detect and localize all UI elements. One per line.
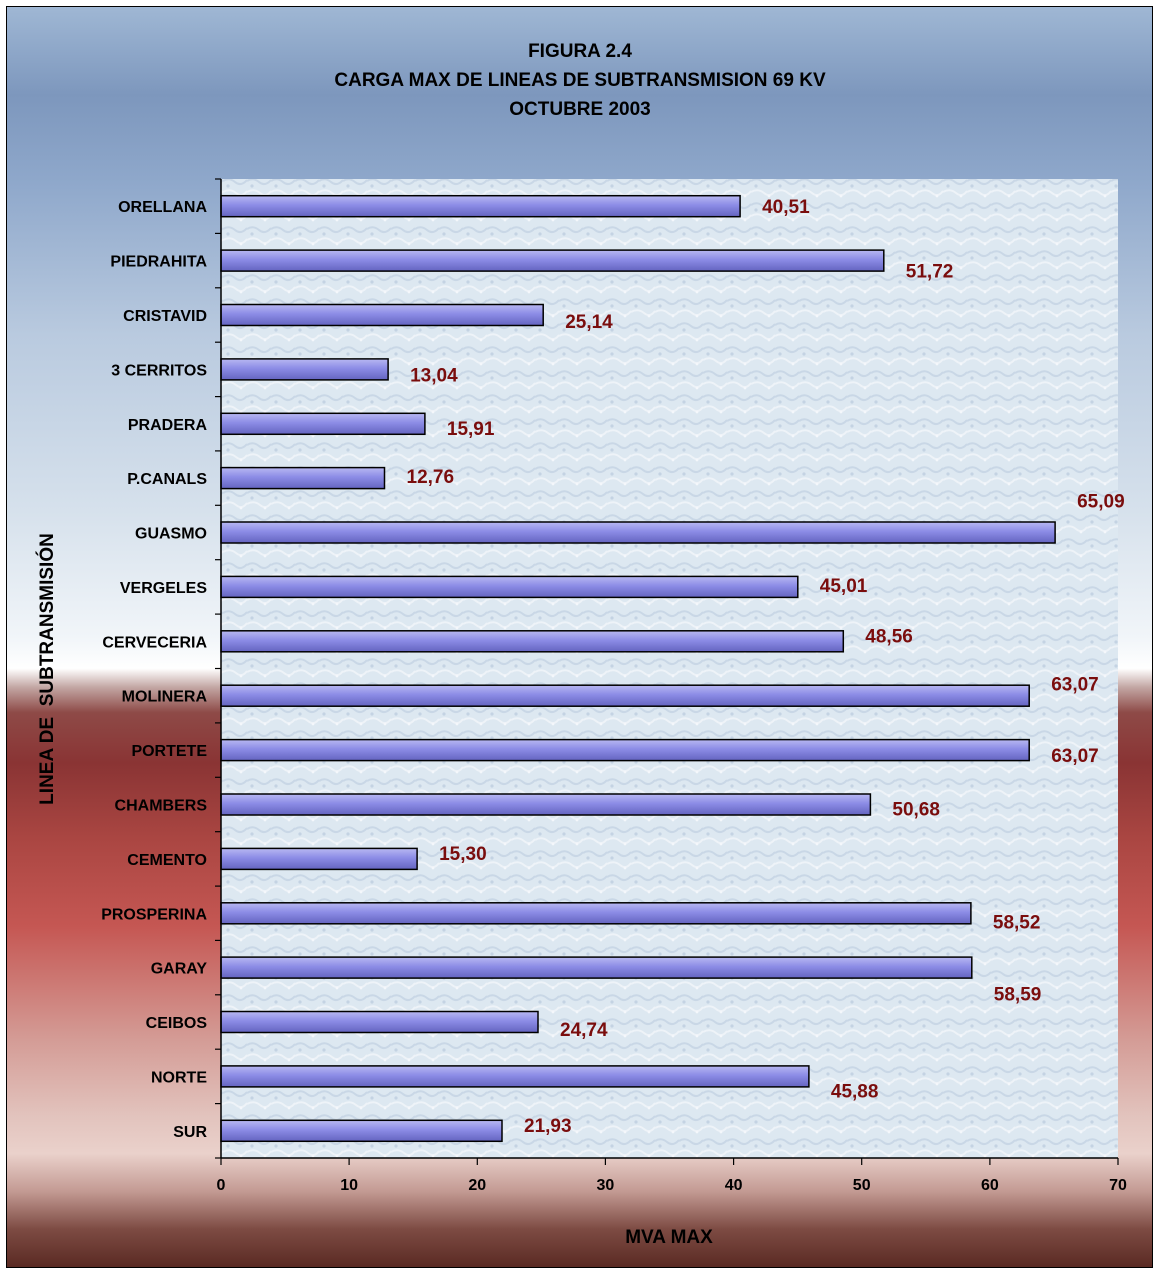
bar — [220, 902, 972, 925]
axes: 0 10 20 30 40 50 60 70 — [215, 178, 1127, 1194]
chart-title-line-3: OCTUBRE 2003 — [509, 99, 651, 120]
category-label: PIEDRAHITA — [110, 254, 207, 271]
category-label: CERVECERIA — [102, 634, 207, 651]
bar — [220, 412, 426, 436]
bar — [220, 1010, 539, 1034]
plot-area — [221, 179, 1118, 1158]
chart-title-line-1: FIGURA 2.4 — [528, 41, 632, 62]
bar — [220, 1119, 503, 1143]
bar — [220, 793, 872, 816]
data-label: 58,52 — [993, 912, 1041, 933]
bar — [220, 194, 741, 218]
x-axis-title: MVA MAX — [625, 1227, 713, 1248]
data-label: 24,74 — [560, 1020, 608, 1041]
data-label: 63,07 — [1051, 746, 1099, 767]
category-labels: ORELLANA PIEDRAHITA CRISTAVID 3 CERRITOS PRA… — [101, 199, 207, 1141]
data-label: 13,04 — [410, 365, 458, 386]
x-tick-label: 70 — [1109, 1177, 1127, 1194]
data-label: 48,56 — [865, 626, 913, 647]
category-label: SUR — [173, 1124, 207, 1141]
category-label: GUASMO — [135, 526, 207, 543]
category-label: PROSPERINA — [101, 906, 207, 923]
data-label: 45,01 — [820, 576, 868, 597]
data-label: 45,88 — [831, 1081, 879, 1102]
category-label: CRISTAVID — [123, 308, 207, 325]
bar — [220, 630, 845, 653]
x-tick-label: 40 — [725, 1177, 743, 1194]
data-label: 25,14 — [565, 312, 613, 333]
value-labels: 40,51 51,72 25,14 13,04 15,91 12,76 65,09 45,01… — [407, 197, 1125, 1137]
data-label: 15,91 — [447, 419, 495, 440]
x-tick-label: 10 — [340, 1177, 358, 1194]
x-tick-label: 50 — [853, 1177, 871, 1194]
category-label: PRADERA — [128, 417, 208, 434]
x-tick-label: 30 — [597, 1177, 615, 1194]
bar — [220, 684, 1030, 707]
y-axis-title: LINEA DE SUBTRANSMISIÓN — [36, 533, 58, 805]
category-label: CEIBOS — [146, 1015, 208, 1032]
category-label: P.CANALS — [127, 471, 207, 488]
data-label: 63,07 — [1051, 675, 1099, 696]
data-label: 65,09 — [1077, 492, 1125, 513]
x-tick-label: 0 — [217, 1177, 226, 1194]
data-label: 21,93 — [524, 1116, 572, 1137]
category-label: CEMENTO — [127, 852, 207, 869]
data-label: 51,72 — [906, 262, 954, 283]
data-label: 15,30 — [439, 844, 487, 865]
bar — [220, 358, 389, 381]
data-label: 50,68 — [892, 800, 940, 821]
chart: FIGURA 2.4 CARGA MAX DE LINEAS DE SUBTRA… — [36, 41, 1127, 1248]
category-label: VERGELES — [120, 580, 207, 597]
data-label: 12,76 — [407, 467, 455, 488]
bar — [220, 847, 418, 871]
category-label: PORTETE — [131, 743, 207, 760]
category-label: 3 CERRITOS — [111, 362, 207, 379]
data-label: 58,59 — [994, 985, 1042, 1006]
category-label: MOLINERA — [122, 689, 208, 706]
category-label: ORELLANA — [118, 199, 207, 216]
x-tick-label: 20 — [468, 1177, 486, 1194]
bar — [220, 1065, 810, 1088]
bar — [220, 249, 885, 272]
bar — [220, 738, 1030, 762]
category-label: NORTE — [151, 1069, 207, 1086]
category-label: CHAMBERS — [115, 798, 208, 815]
bar — [220, 956, 973, 979]
bar — [220, 466, 386, 490]
data-label: 40,51 — [762, 197, 810, 218]
chart-title-line-2: CARGA MAX DE LINEAS DE SUBTRANSMISION 69… — [334, 70, 826, 91]
bar — [220, 575, 799, 599]
x-tick-label: 60 — [981, 1177, 999, 1194]
chart-frame: FIGURA 2.4 CARGA MAX DE LINEAS DE SUBTRA… — [6, 6, 1153, 1268]
bar — [220, 521, 1056, 544]
bar — [220, 303, 544, 327]
category-label: GARAY — [151, 961, 208, 978]
